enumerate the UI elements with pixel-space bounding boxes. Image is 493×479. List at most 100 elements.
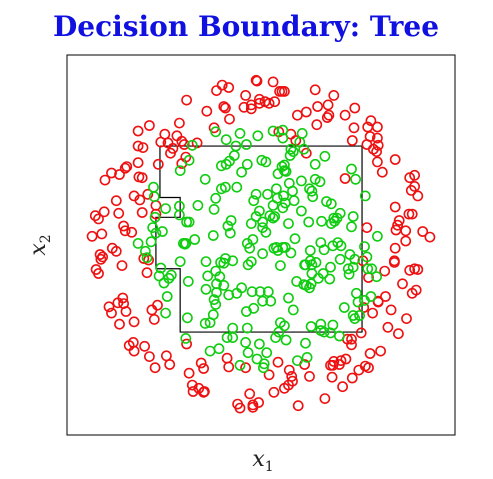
green-point	[227, 322, 239, 334]
green-point	[283, 218, 294, 229]
green-point	[141, 252, 153, 264]
red-point	[353, 364, 365, 376]
red-point	[346, 339, 357, 351]
green-point	[300, 337, 311, 349]
red-point	[400, 235, 412, 247]
green-point	[173, 209, 185, 221]
green-point	[160, 307, 171, 319]
green-point	[204, 317, 216, 328]
red-point	[106, 167, 117, 179]
red-point	[224, 113, 235, 125]
green-point	[334, 253, 346, 265]
red-point	[123, 340, 135, 351]
red-point	[272, 356, 284, 368]
green-point	[304, 245, 316, 256]
green-point	[291, 355, 303, 366]
green-point	[155, 262, 167, 274]
red-point	[139, 340, 150, 352]
green-point	[270, 183, 282, 195]
green-point	[208, 294, 220, 305]
red-point	[119, 225, 131, 237]
red-point	[319, 393, 331, 404]
red-point	[240, 90, 251, 101]
green-point	[215, 256, 226, 268]
red-point	[173, 117, 185, 129]
red-point	[389, 242, 401, 254]
green-point	[298, 279, 310, 290]
green-point	[304, 183, 315, 195]
green-point	[257, 362, 269, 374]
green-point	[181, 216, 192, 228]
green-point	[245, 256, 257, 267]
green-point	[296, 127, 308, 139]
green-point	[306, 268, 318, 279]
red-point	[417, 226, 429, 237]
red-point	[234, 402, 246, 414]
red-point	[95, 253, 107, 265]
red-point	[253, 97, 265, 109]
red-point	[312, 101, 323, 112]
red-point	[93, 268, 104, 279]
green-point	[223, 289, 235, 301]
green-point	[213, 343, 225, 355]
green-point	[347, 261, 359, 273]
green-point	[319, 150, 331, 162]
green-point	[180, 237, 192, 249]
green-point	[147, 222, 159, 233]
green-point	[200, 283, 212, 295]
red-point	[339, 109, 351, 121]
red-point	[412, 190, 424, 202]
red-point	[379, 265, 391, 277]
red-point	[367, 307, 378, 319]
green-point	[174, 256, 186, 267]
red-point	[361, 222, 373, 233]
red-point	[278, 382, 290, 394]
red-point	[390, 224, 402, 236]
green-point	[165, 269, 177, 281]
green-point	[283, 177, 295, 189]
red-point	[403, 208, 415, 220]
red-point	[149, 362, 161, 374]
red-point	[141, 267, 153, 279]
green-point	[218, 279, 230, 291]
red-point	[148, 313, 160, 325]
red-point	[346, 333, 357, 345]
red-point	[409, 180, 420, 192]
red-point	[346, 372, 358, 384]
green-point	[261, 347, 273, 359]
red-point	[245, 99, 257, 111]
green-point	[359, 190, 371, 202]
red-point	[404, 172, 416, 184]
red-point	[195, 357, 207, 369]
red-point	[143, 351, 155, 362]
green-point	[145, 236, 157, 248]
red-point	[193, 382, 205, 394]
green-point	[202, 270, 214, 282]
green-point	[331, 212, 343, 224]
green-point	[211, 278, 222, 290]
green-point	[183, 154, 195, 166]
green-point	[221, 332, 233, 343]
green-point	[366, 263, 378, 275]
green-point	[262, 286, 274, 298]
red-point	[162, 137, 174, 149]
green-point	[160, 203, 171, 214]
series-green-points	[132, 124, 383, 374]
green-point	[288, 195, 300, 207]
y-axis-label-main: x	[26, 243, 51, 256]
red-point	[364, 131, 376, 142]
red-point	[385, 304, 397, 316]
red-point	[393, 215, 405, 226]
green-point	[250, 211, 262, 222]
red-point	[113, 207, 125, 219]
red-point	[94, 249, 106, 260]
green-point	[240, 336, 251, 348]
green-point	[174, 165, 186, 176]
red-point	[150, 199, 162, 211]
red-point	[132, 140, 144, 152]
red-point	[371, 132, 383, 144]
red-point	[128, 316, 140, 328]
red-point	[309, 84, 321, 96]
red-point	[117, 292, 129, 304]
red-point	[340, 353, 352, 365]
